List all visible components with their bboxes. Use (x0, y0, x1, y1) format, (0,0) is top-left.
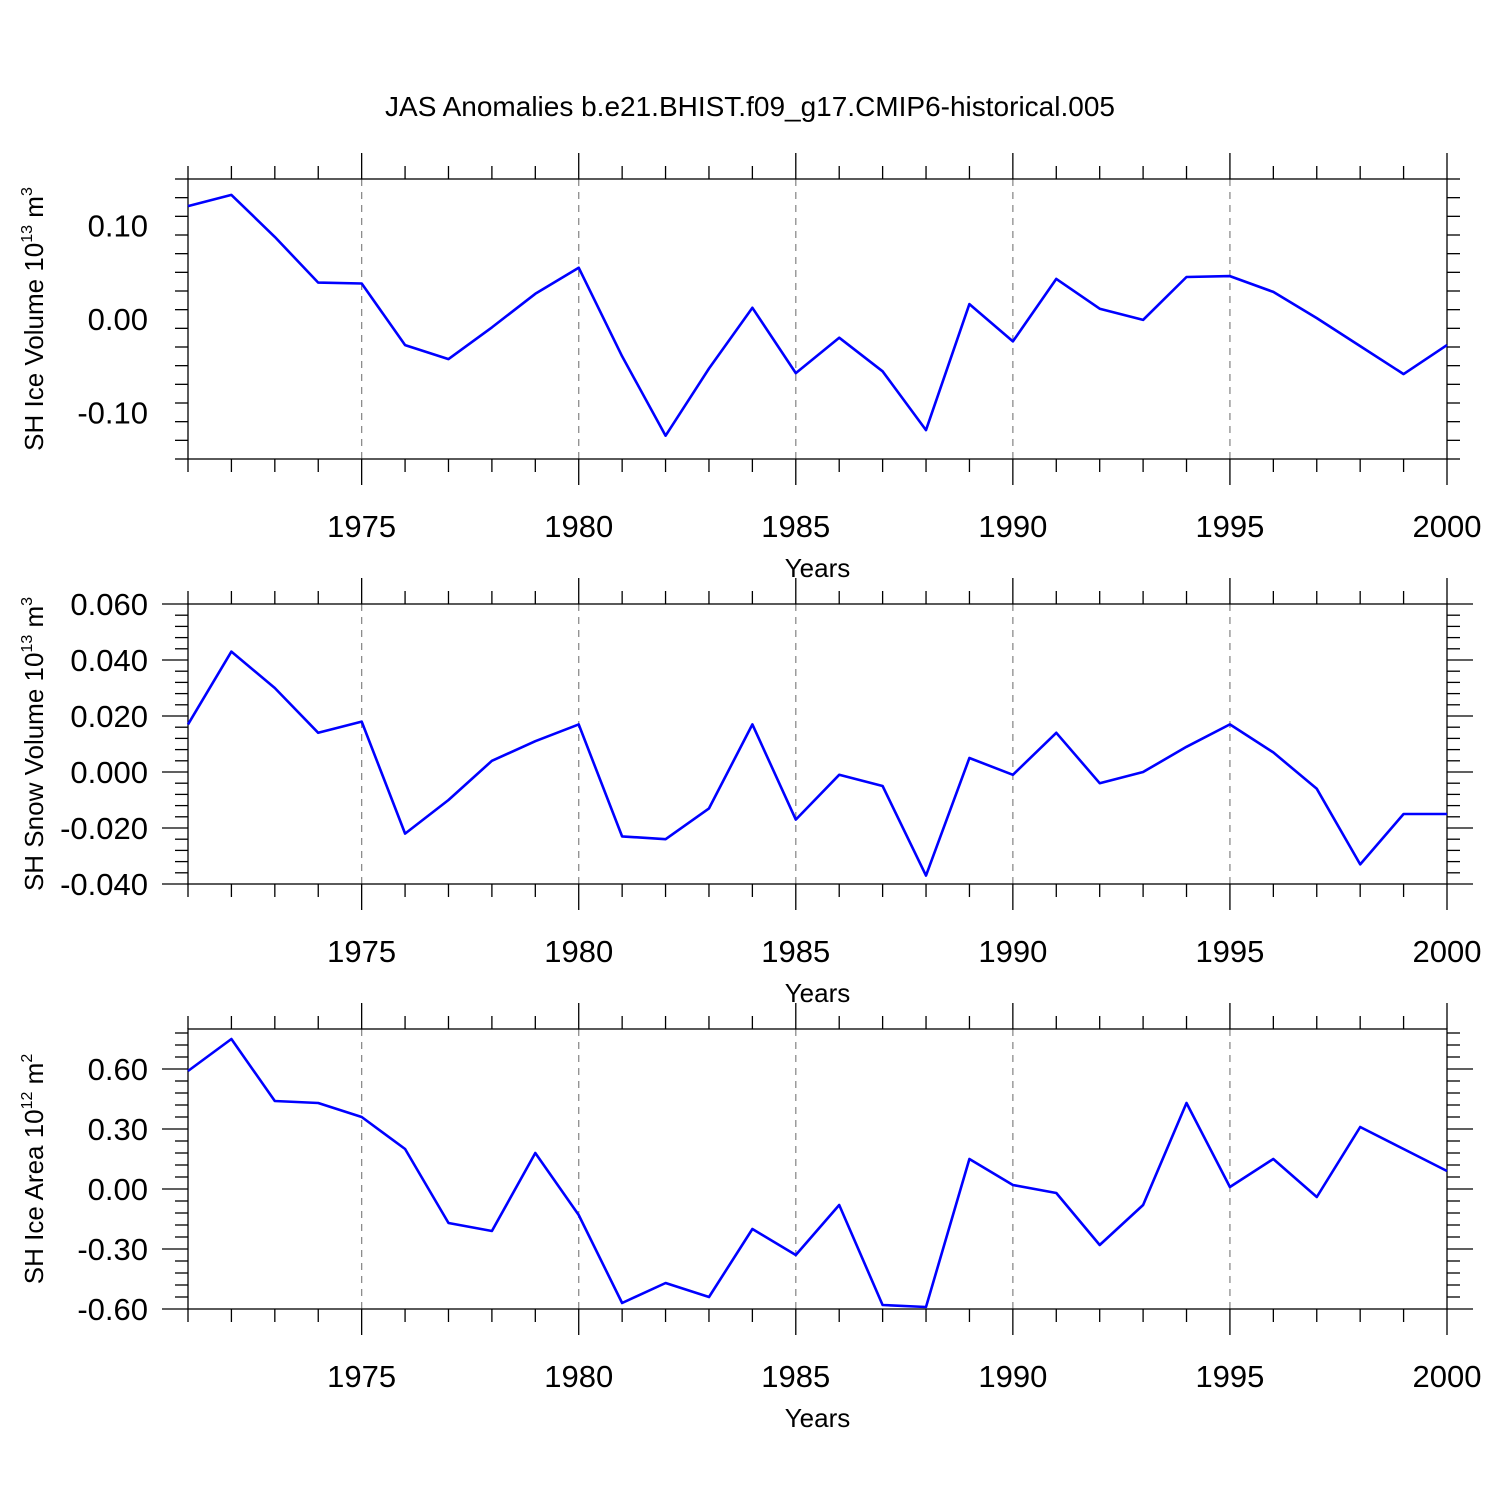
x-axis-title: Years (785, 553, 851, 583)
x-tick-label: 2000 (1413, 509, 1482, 544)
x-tick-label: 2000 (1413, 1359, 1482, 1394)
y-tick-label: -0.30 (77, 1232, 148, 1267)
x-tick-label: 1995 (1195, 1359, 1264, 1394)
y-tick-label: 0.00 (88, 302, 148, 337)
y-tick-label: 0.10 (88, 209, 148, 244)
y-tick-label: -0.60 (77, 1292, 148, 1327)
series-line (187, 1037, 1448, 1309)
x-tick-label: 1975 (327, 1359, 396, 1394)
y-axis-title-part: SH Snow Volume 10 (19, 653, 49, 891)
y-tick-label: -0.020 (60, 811, 148, 846)
chart-panel-3: 1975 1980 1985 1990 1995 2000 -0.60 -0.30 0.00 0.… (19, 1003, 1481, 1433)
x-tick-label: 1975 (327, 509, 396, 544)
y-axis-title-part: m (19, 1063, 49, 1092)
y-tick-label: 0.060 (70, 587, 148, 622)
figure-title: JAS Anomalies b.e21.BHIST.f09_g17.CMIP6-… (385, 91, 1115, 122)
y-tick-label: -0.10 (77, 395, 148, 430)
y-tick-label: 0.000 (70, 755, 148, 790)
plot-frame (187, 603, 1448, 885)
y-axis-title-superscript: 13 (19, 225, 36, 243)
x-axis-title: Years (785, 1403, 851, 1433)
y-axis-title-superscript: 2 (19, 1054, 36, 1063)
y-tick-label: 0.60 (88, 1052, 148, 1087)
y-axis-title-superscript: 3 (19, 187, 36, 196)
plot-frame (187, 178, 1448, 460)
x-tick-label: 1990 (978, 934, 1047, 969)
y-axis-title-superscript: 12 (19, 1091, 36, 1109)
y-axis-title-part: SH Ice Area 10 (19, 1109, 49, 1284)
x-tick-label: 1995 (1195, 934, 1264, 969)
x-tick-label: 1980 (544, 934, 613, 969)
x-tick-label: 1990 (978, 1359, 1047, 1394)
y-axis-title: SH Snow Volume 1013 m3 (19, 597, 49, 891)
x-tick-label: 1975 (327, 934, 396, 969)
x-tick-label: 1985 (761, 934, 830, 969)
x-axis-title: Years (785, 978, 851, 1008)
plot-frame (187, 1028, 1448, 1310)
y-axis-title-part: m (19, 606, 49, 635)
y-axis-title-part: SH Ice Volume 10 (19, 243, 49, 451)
y-axis-title-part: m (19, 196, 49, 225)
x-tick-label: 2000 (1413, 934, 1482, 969)
y-axis-title: SH Ice Area 1012 m2 (19, 1054, 49, 1285)
y-axis-title-superscript: 13 (19, 635, 36, 653)
chart-panel-2: 1975 1980 1985 1990 1995 2000 -0.040 -0.020 0.00… (19, 578, 1481, 1008)
x-tick-label: 1980 (544, 509, 613, 544)
y-axis-title-superscript: 3 (19, 597, 36, 606)
y-tick-label: 0.00 (88, 1172, 148, 1207)
series-line (186, 650, 1447, 877)
x-tick-label: 1990 (978, 509, 1047, 544)
chart-panel-1: 1975 1980 1985 1990 1995 2000 -0.10 0.00 0.10 Yea… (19, 153, 1481, 583)
y-tick-label: 0.040 (70, 643, 148, 678)
panels: 1975 1980 1985 1990 1995 2000 -0.10 0.00 0.10 Yea… (19, 153, 1481, 1433)
y-tick-label: -0.040 (60, 867, 148, 902)
x-tick-label: 1985 (761, 509, 830, 544)
x-tick-label: 1995 (1195, 509, 1264, 544)
y-tick-label: 0.30 (88, 1112, 148, 1147)
y-tick-label: 0.020 (70, 699, 148, 734)
x-tick-label: 1985 (761, 1359, 830, 1394)
series-line (187, 193, 1448, 438)
y-axis-title: SH Ice Volume 1013 m3 (19, 187, 49, 451)
x-tick-label: 1980 (544, 1359, 613, 1394)
